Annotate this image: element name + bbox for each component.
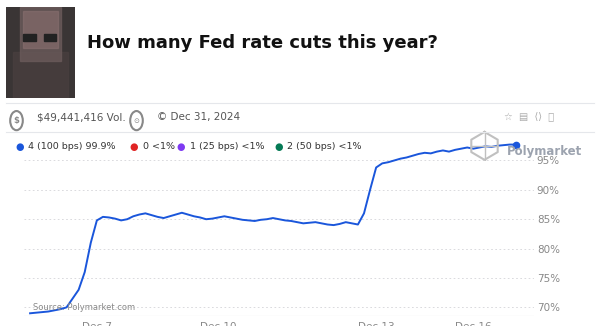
Bar [44,34,56,41]
Text: ●: ● [274,142,283,152]
Text: ☆  ▤  ⟨⟩  🔗: ☆ ▤ ⟨⟩ 🔗 [504,112,554,123]
Text: 4 (100 bps) 99.9%: 4 (100 bps) 99.9% [28,142,116,151]
Text: 0 <1%: 0 <1% [143,142,175,151]
Text: Source: Polymarket.com: Source: Polymarket.com [33,303,135,312]
Bar [23,11,58,48]
Text: How many Fed rate cuts this year?: How many Fed rate cuts this year? [87,34,438,52]
Text: $: $ [14,116,19,125]
Bar [20,7,61,61]
Text: Polymarket: Polymarket [507,145,582,158]
Text: ●: ● [176,142,185,152]
Text: 2 (50 bps) <1%: 2 (50 bps) <1% [287,142,362,151]
Bar [13,52,68,98]
Bar [23,34,35,41]
Text: ●: ● [130,142,139,152]
Text: 1 (25 bps) <1%: 1 (25 bps) <1% [190,142,264,151]
Text: ⊙: ⊙ [134,118,139,124]
Text: $49,441,416 Vol.: $49,441,416 Vol. [37,112,126,123]
Text: © Dec 31, 2024: © Dec 31, 2024 [157,112,241,123]
Text: ●: ● [15,142,23,152]
